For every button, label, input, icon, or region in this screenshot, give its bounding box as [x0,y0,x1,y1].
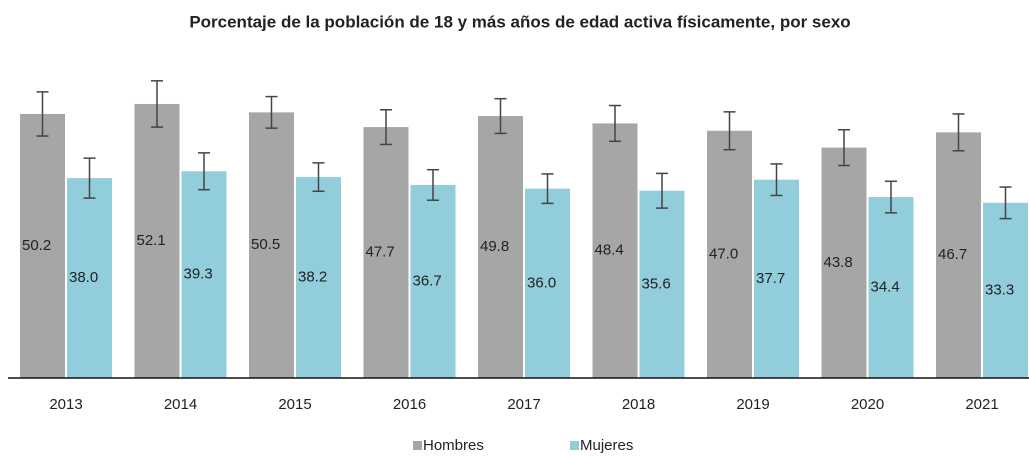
bar [821,147,867,378]
bar [296,177,341,378]
chart-title: Porcentaje de la población de 18 y más a… [189,12,850,31]
data-label: 36.7 [413,272,442,289]
bar [181,171,227,378]
data-label: 50.2 [22,237,51,254]
data-label: 37.7 [756,270,785,287]
bar [707,130,752,378]
data-label: 47.7 [366,244,395,261]
bar [936,132,981,378]
legend-label: Hombres [423,437,484,454]
data-label: 33.3 [985,281,1014,298]
bar [983,202,1028,378]
x-tick-label: 2021 [965,396,998,413]
data-label: 35.6 [642,275,671,292]
x-tick-label: 2013 [49,396,82,413]
data-label: 50.5 [251,236,280,253]
x-tick-label: 2015 [278,396,311,413]
data-label: 34.4 [871,278,900,295]
legend-swatch [413,441,422,450]
data-label: 47.0 [709,245,738,262]
bar [410,184,456,378]
bar [639,190,685,378]
data-label: 46.7 [938,246,967,263]
bar [249,112,294,379]
legend-label: Mujeres [580,437,633,454]
x-tick-label: 2014 [164,396,197,413]
bar [363,127,409,379]
x-tick-label: 2019 [736,396,769,413]
data-label: 49.8 [480,238,509,255]
data-label: 39.3 [184,266,213,283]
bar [868,197,914,378]
data-label: 36.0 [527,274,556,291]
data-label: 48.4 [595,242,624,259]
bar [478,116,523,378]
x-tick-label: 2018 [622,396,655,413]
x-tick-label: 2016 [393,396,426,413]
data-label: 38.0 [69,269,98,286]
bar [754,179,799,378]
bar [67,178,112,378]
x-tick-label: 2017 [507,396,540,413]
data-label: 52.1 [137,232,166,249]
bar [134,103,180,378]
bar [20,113,65,378]
bar [525,188,570,378]
legend-swatch [570,441,579,450]
x-tick-label: 2020 [851,396,884,413]
bar [592,123,638,378]
data-label: 38.2 [298,269,327,286]
data-label: 43.8 [824,254,853,271]
